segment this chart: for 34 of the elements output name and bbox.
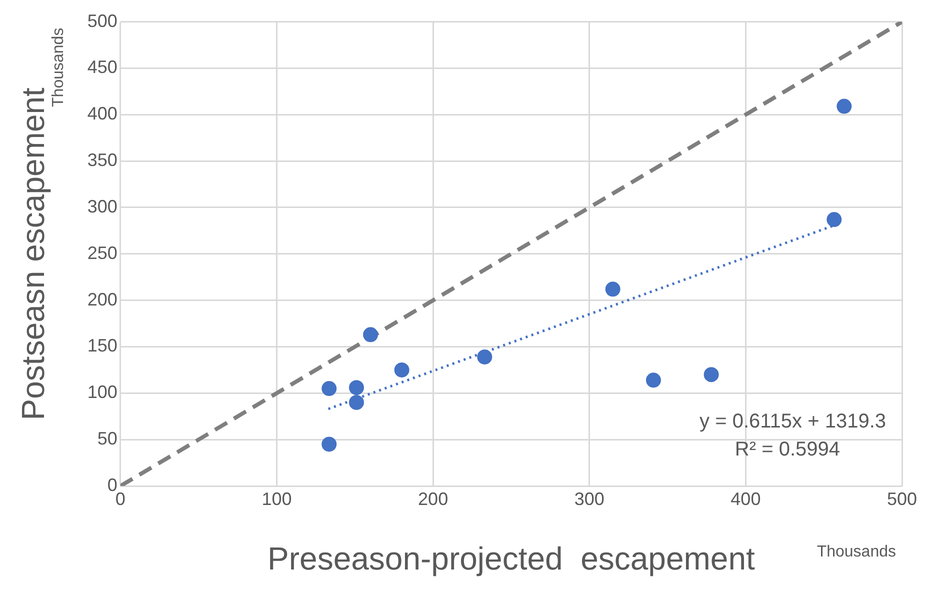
point — [646, 372, 661, 388]
x-tick-label: 400 — [730, 488, 761, 509]
y-tick-label: 400 — [87, 104, 118, 124]
y-tick-label: 350 — [87, 150, 118, 170]
point — [605, 282, 620, 297]
point — [348, 380, 364, 396]
point — [322, 381, 337, 396]
y-tick-label: 0 — [107, 474, 118, 495]
point — [322, 436, 337, 452]
y-tick-label: 250 — [87, 242, 118, 263]
y-tick-label: 150 — [87, 336, 118, 356]
x-tick-label: 100 — [262, 488, 292, 509]
text: Thousands — [50, 28, 67, 107]
y-tick-label: 450 — [87, 57, 118, 78]
point — [394, 362, 410, 378]
point — [348, 394, 364, 410]
x-axis-title: Preseason-projected escapement — [268, 540, 756, 577]
y-tick-label: 300 — [87, 196, 118, 216]
point — [826, 212, 842, 228]
annotation: R² = 0.5994 — [734, 438, 840, 461]
x-tick-label: 300 — [574, 488, 604, 509]
annotation: y = 0.6115x + 1319.3 — [700, 410, 886, 433]
x-tick-label: 200 — [418, 488, 448, 509]
y-axis-title: Postseasn escapement — [15, 87, 52, 420]
y-tick-label: 500 — [87, 10, 118, 31]
x-tick-label: 500 — [886, 488, 918, 509]
point — [836, 98, 852, 114]
text: Thousands — [816, 543, 896, 560]
y-tick-label: 200 — [87, 289, 118, 310]
y-tick-label: 100 — [87, 382, 118, 402]
point — [477, 349, 492, 364]
point — [363, 327, 378, 342]
y-tick-label: 50 — [97, 428, 118, 449]
point — [704, 367, 719, 382]
